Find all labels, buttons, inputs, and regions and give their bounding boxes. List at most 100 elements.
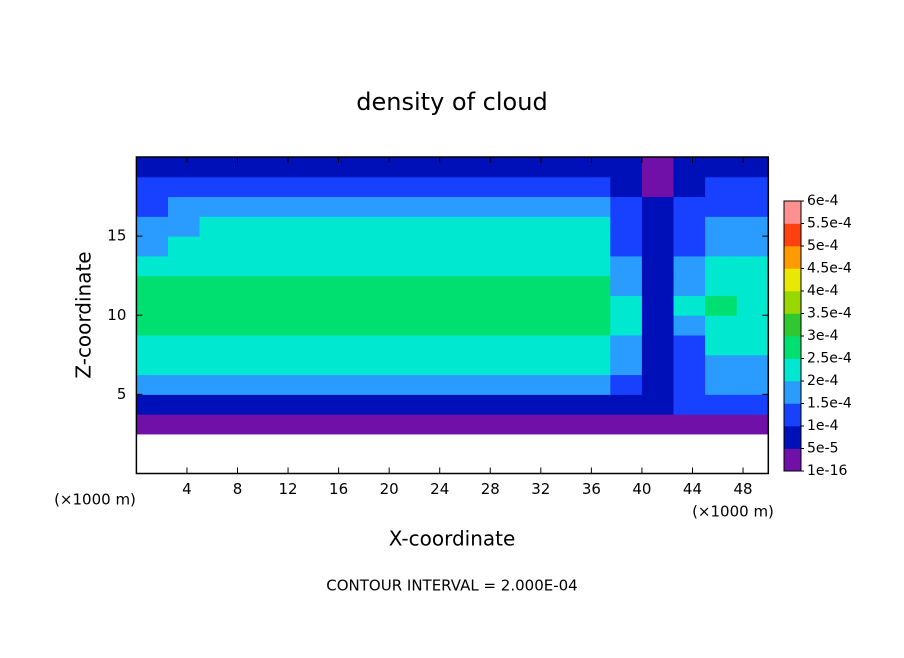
cell	[610, 236, 643, 257]
cell	[483, 216, 517, 237]
x-tick-label: 12	[279, 480, 298, 498]
cell	[673, 176, 706, 198]
cell	[231, 315, 264, 336]
cell	[167, 236, 201, 257]
cell	[547, 354, 580, 376]
cell	[705, 157, 738, 178]
cell	[547, 157, 580, 178]
cell	[325, 295, 359, 316]
cell	[673, 295, 706, 316]
cell	[325, 157, 359, 178]
x-tick-label: 16	[329, 480, 348, 498]
cell	[262, 216, 295, 237]
cell	[136, 236, 169, 257]
x-tick-label: 36	[582, 480, 601, 498]
cell	[325, 335, 359, 356]
cell	[199, 176, 232, 198]
cell	[673, 354, 706, 376]
cell	[641, 374, 675, 395]
cell	[452, 335, 485, 356]
cell	[673, 157, 706, 178]
cell	[167, 354, 201, 376]
cell	[610, 157, 643, 178]
cell	[231, 394, 264, 415]
cell	[262, 176, 295, 198]
cell	[673, 374, 706, 395]
colorbar-segment	[784, 291, 801, 314]
cell	[515, 295, 548, 316]
cell	[294, 236, 327, 257]
cell	[136, 374, 169, 395]
cell	[357, 374, 390, 395]
cell	[294, 196, 327, 217]
cell	[167, 315, 201, 336]
cell	[294, 157, 327, 178]
cell	[483, 394, 517, 415]
cell	[483, 275, 517, 296]
cell	[547, 295, 580, 316]
y-axis-label: Z-coordinate	[72, 251, 96, 378]
cell	[736, 315, 769, 336]
cell	[199, 216, 232, 237]
cell	[483, 335, 517, 356]
y-tick-label: 5	[117, 385, 127, 403]
cell	[452, 374, 485, 395]
cell	[199, 295, 232, 316]
cell	[578, 196, 611, 217]
cell	[136, 196, 169, 217]
cell	[420, 374, 453, 395]
cell	[578, 216, 611, 237]
cell	[641, 275, 675, 296]
cell	[325, 315, 359, 336]
cell	[673, 196, 706, 217]
cell	[483, 374, 517, 395]
cell	[578, 315, 611, 336]
cell	[673, 315, 706, 336]
cell	[578, 354, 611, 376]
cell	[705, 176, 738, 198]
cell	[705, 196, 738, 217]
cell	[673, 216, 706, 237]
colorbar-label: 2.5e-4	[807, 351, 852, 367]
cell	[357, 394, 390, 415]
colorbar-segment	[784, 313, 801, 337]
colorbar-label: 6e-4	[807, 193, 839, 209]
cell	[389, 196, 422, 217]
cell	[357, 414, 390, 435]
cell	[262, 236, 295, 257]
cell	[167, 196, 201, 217]
cell	[262, 394, 295, 415]
cell	[547, 394, 580, 415]
cell	[610, 394, 643, 415]
cell	[673, 335, 706, 356]
cell	[736, 275, 769, 296]
cell	[547, 275, 580, 296]
colorbar-segment	[784, 336, 801, 359]
cell	[167, 176, 201, 198]
cell	[199, 394, 232, 415]
cell	[610, 275, 643, 296]
cell	[389, 414, 422, 435]
cell	[483, 157, 517, 178]
cell	[325, 176, 359, 198]
colorbar-segment	[784, 246, 801, 269]
cell	[578, 414, 611, 435]
cell	[357, 176, 390, 198]
cell	[262, 374, 295, 395]
cell	[294, 295, 327, 316]
cell	[452, 176, 485, 198]
cell	[199, 335, 232, 356]
cell	[547, 255, 580, 277]
colorbar-label: 1e-4	[807, 418, 839, 434]
cell	[136, 176, 169, 198]
cell	[357, 157, 390, 178]
cell	[705, 335, 738, 356]
cell	[641, 295, 675, 316]
cell	[610, 295, 643, 316]
cell	[610, 196, 643, 217]
cell	[641, 176, 675, 198]
cell	[294, 275, 327, 296]
cell	[736, 176, 769, 198]
colorbar-label: 5e-4	[807, 238, 839, 254]
